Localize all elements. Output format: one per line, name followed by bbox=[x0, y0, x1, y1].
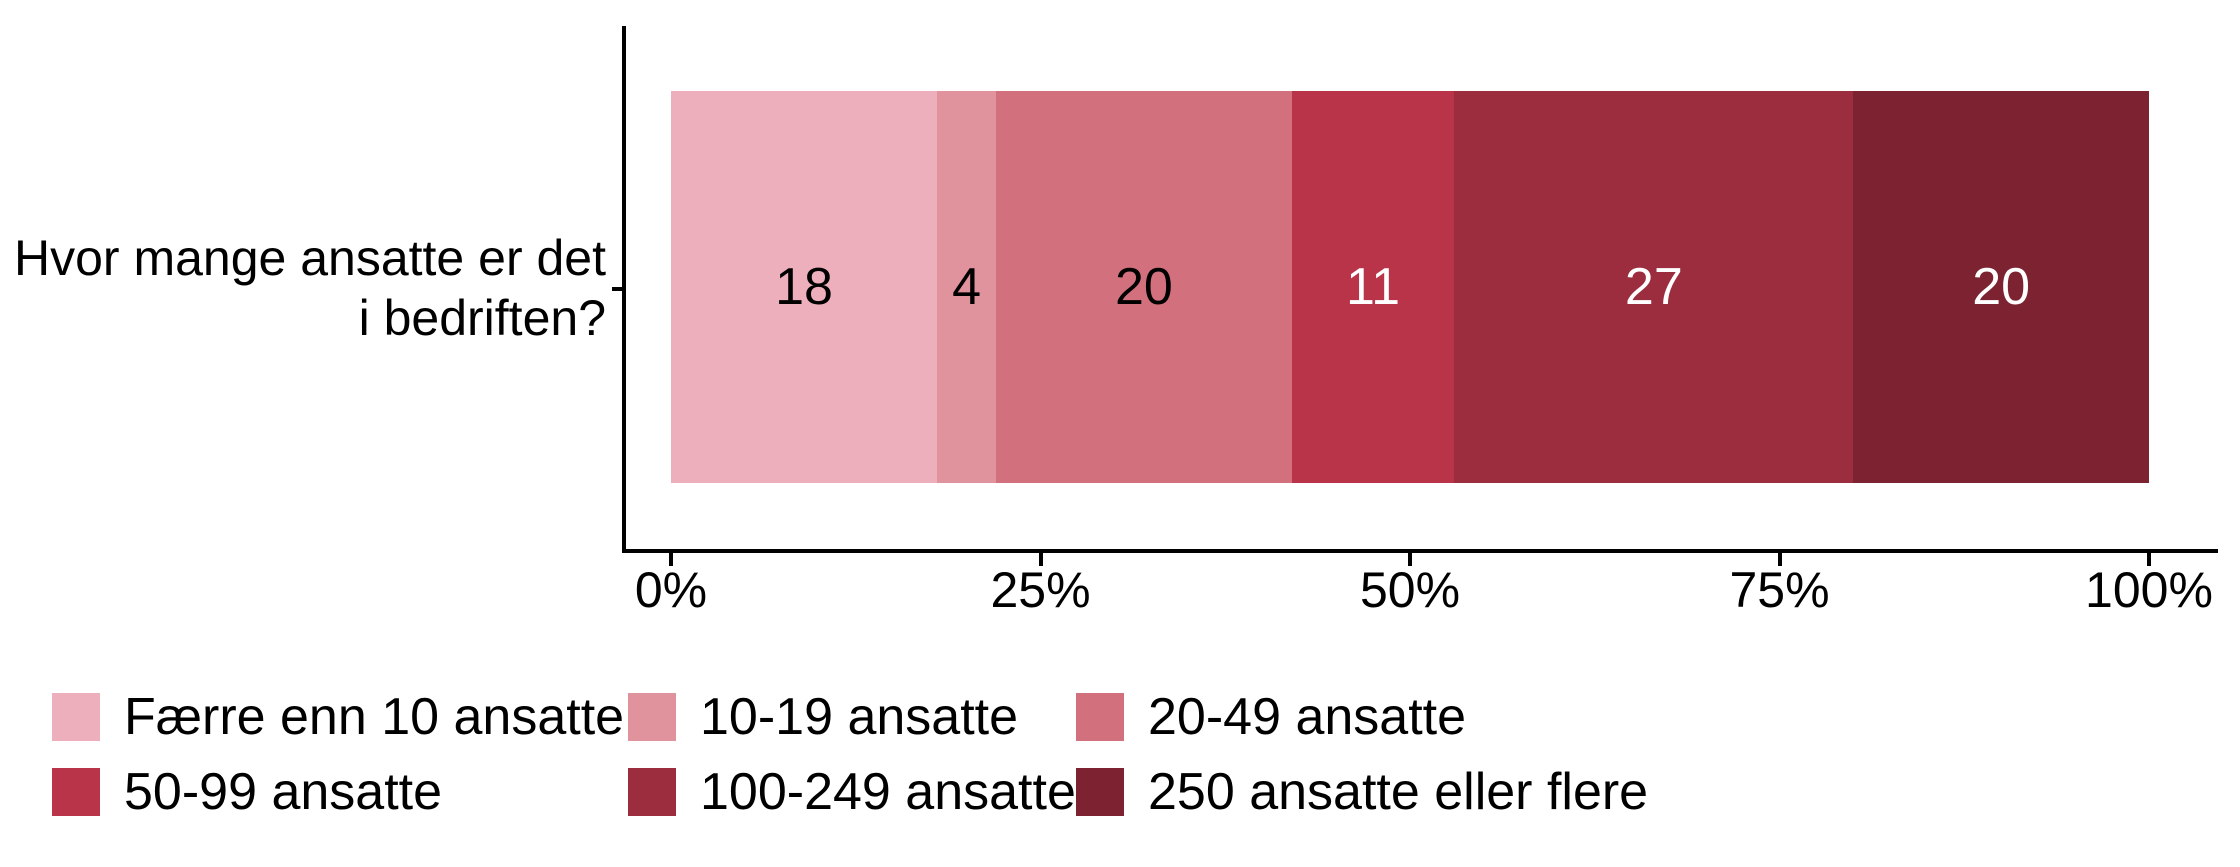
x-axis-tick-50 bbox=[1408, 553, 1412, 566]
bar-segment-value-label: 20 bbox=[1972, 258, 2031, 316]
legend-item-label: Færre enn 10 ansatte bbox=[124, 688, 625, 746]
legend-item-label: 100-249 ansatte bbox=[700, 763, 1076, 821]
x-axis-tick-label-25: 25% bbox=[990, 562, 1091, 618]
bar-segment-250-ansatte-eller-flere: 20 bbox=[1853, 91, 2149, 483]
y-axis-category-label-line2: i bedriften? bbox=[358, 290, 606, 346]
legend-swatch-icon bbox=[628, 768, 676, 816]
x-axis-tick-0 bbox=[669, 553, 673, 566]
legend-item-100-249-ansatte: 100-249 ansatte bbox=[628, 763, 1076, 821]
x-axis-tick-label-100: 100% bbox=[2085, 562, 2213, 618]
bar-segment-value-label: 27 bbox=[1624, 258, 1683, 316]
x-axis-tick-label-75: 75% bbox=[1729, 562, 1830, 618]
bar-segment-value-label: 18 bbox=[775, 258, 833, 316]
x-axis-tick-label-50: 50% bbox=[1359, 562, 1461, 618]
legend-swatch-icon bbox=[52, 693, 100, 741]
y-axis-line bbox=[622, 26, 626, 553]
x-axis-tick-100 bbox=[2147, 553, 2151, 566]
legend-item-label: 50-99 ansatte bbox=[124, 763, 443, 821]
bar-segment-100-249-ansatte: 27 bbox=[1454, 91, 1854, 483]
bar-segment-value-label: 4 bbox=[952, 258, 982, 316]
y-axis-tick bbox=[612, 287, 622, 291]
legend-item-label: 250 ansatte eller flere bbox=[1148, 763, 1649, 821]
legend-item-50-99-ansatte: 50-99 ansatte bbox=[52, 763, 628, 821]
bar-segment-10-19-ansatte: 4 bbox=[937, 91, 997, 483]
bar-segment-50-99-ansatte: 11 bbox=[1291, 91, 1455, 483]
legend-swatch-icon bbox=[1076, 693, 1124, 741]
bar-segment-20-49-ansatte: 20 bbox=[996, 91, 1292, 483]
bar-segment-value-label: 20 bbox=[1115, 258, 1173, 316]
x-axis-line bbox=[622, 549, 2218, 553]
y-axis-category-label-line1: Hvor mange ansatte er det bbox=[14, 230, 606, 286]
legend-item-f-rre-enn-10-ansatte: Færre enn 10 ansatte bbox=[52, 688, 628, 746]
x-axis-tick-25 bbox=[1038, 553, 1043, 566]
bar-segment-value-label: 11 bbox=[1346, 258, 1401, 316]
plot-panel: 18 4 20 11 27 20 0% 25% 50% 75% 100% bbox=[635, 0, 2213, 867]
legend-item-10-19-ansatte: 10-19 ansatte bbox=[628, 688, 1076, 746]
stacked-bar: 18 4 20 11 27 20 bbox=[671, 91, 2149, 483]
legend: Færre enn 10 ansatte 10-19 ansatte 20-49 a… bbox=[52, 688, 1649, 821]
legend-item-20-49-ansatte: 20-49 ansatte bbox=[1076, 688, 1648, 746]
legend-item-label: 20-49 ansatte bbox=[1148, 688, 1467, 746]
legend-swatch-icon bbox=[1076, 768, 1124, 816]
x-axis-tick-label-0: 0% bbox=[634, 562, 708, 618]
legend-item-250-ansatte-eller-flere: 250 ansatte eller flere bbox=[1076, 763, 1649, 821]
legend-swatch-icon bbox=[52, 768, 100, 816]
legend-item-label: 10-19 ansatte bbox=[700, 688, 1019, 746]
x-axis-tick-75 bbox=[1777, 553, 1782, 566]
y-axis-category-label: Hvor mange ansatte er det i bedriften? bbox=[14, 228, 606, 348]
bar-segment-f-rre-enn-10-ansatte: 18 bbox=[671, 91, 938, 483]
legend-swatch-icon bbox=[628, 693, 676, 741]
